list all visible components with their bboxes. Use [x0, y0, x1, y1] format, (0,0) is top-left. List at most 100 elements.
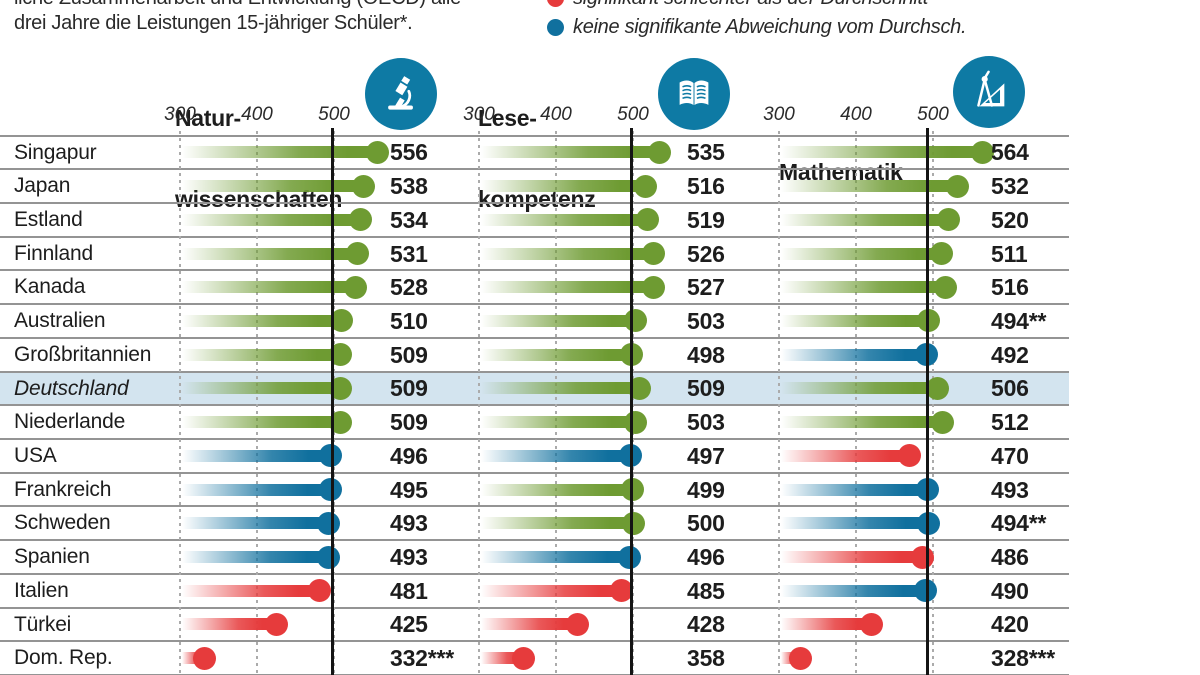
score-value: 425 [390, 611, 428, 638]
score-dot [317, 545, 341, 569]
score-dot [330, 309, 354, 333]
score-bar [481, 314, 636, 327]
score-bar [481, 483, 633, 496]
score-bar [481, 247, 654, 260]
score-value: 512 [991, 409, 1029, 436]
axis-tick-label: 500 [917, 104, 949, 125]
score-dot [566, 612, 590, 636]
row-separator [0, 134, 1069, 137]
score-bar [182, 416, 341, 429]
score-value: 420 [991, 611, 1029, 638]
score-dot [319, 444, 343, 468]
score-bar [481, 281, 654, 294]
gridline-dashed [179, 131, 181, 675]
score-value: 528 [390, 274, 428, 301]
score-bar [182, 483, 331, 496]
score-value: 499 [687, 476, 725, 503]
score-dot [621, 511, 645, 535]
score-bar [481, 213, 648, 226]
score-dot [789, 646, 813, 670]
score-dot [344, 275, 368, 299]
score-value: 531 [390, 240, 428, 267]
score-dot [946, 174, 970, 198]
average-line [331, 128, 334, 675]
score-dot [329, 343, 353, 367]
score-value: 498 [687, 341, 725, 368]
country-label: Finnland [14, 241, 93, 265]
legend-dot-blue [547, 19, 564, 36]
score-dot [930, 410, 954, 434]
axis-tick-label: 400 [540, 104, 572, 125]
score-bar [182, 348, 341, 361]
score-value: 509 [390, 375, 428, 402]
score-dot [633, 174, 657, 198]
score-bar [182, 281, 356, 294]
score-value: 527 [687, 274, 725, 301]
axis-tick-label: 500 [318, 104, 350, 125]
gridline-dashed [855, 131, 857, 675]
score-dot [317, 511, 341, 535]
score-value: 486 [991, 544, 1029, 570]
country-label: Japan [14, 174, 71, 198]
microscope-icon [365, 58, 437, 130]
score-dot [365, 140, 389, 164]
row-separator [0, 235, 1069, 238]
score-dot [618, 545, 642, 569]
row-separator [0, 640, 1069, 643]
country-label: Deutschland [14, 376, 129, 400]
score-bar [781, 416, 943, 429]
score-bar [182, 180, 364, 193]
score-value: 535 [687, 139, 725, 166]
legend-dot-red [547, 0, 564, 7]
score-value: 485 [687, 577, 725, 604]
gridline-dashed [256, 131, 258, 675]
score-bar [182, 382, 341, 395]
score-bar [182, 551, 329, 563]
country-label: USA [14, 443, 57, 467]
score-dot [929, 242, 953, 266]
score-dot [512, 646, 536, 670]
row-separator [0, 303, 1069, 306]
score-dot [318, 478, 342, 502]
score-value: 510 [390, 307, 428, 334]
score-bar [781, 382, 938, 395]
country-label: Niederlande [14, 410, 126, 434]
country-label: Türkei [14, 612, 72, 636]
country-label: Dom. Rep. [14, 646, 113, 670]
score-value: 509 [390, 341, 428, 368]
score-bar [781, 449, 910, 462]
row-separator [0, 539, 1069, 542]
score-value: 494** [991, 510, 1047, 537]
score-bar [781, 314, 929, 327]
score-bar [481, 618, 578, 631]
score-value: 538 [390, 173, 428, 200]
row-separator [0, 606, 1069, 609]
score-value: 493 [390, 544, 428, 570]
panel-title-lesekompetenz: Lese- kompetenz [478, 51, 596, 267]
score-bar [182, 247, 358, 260]
score-dot [623, 309, 647, 333]
gridline-dashed [555, 131, 557, 675]
score-bar [781, 618, 872, 631]
score-dot [913, 579, 937, 603]
row-separator [0, 201, 1069, 204]
score-dot [648, 140, 672, 164]
score-bar [182, 213, 361, 226]
country-label: Frankreich [14, 477, 112, 501]
score-value: 516 [991, 274, 1029, 301]
axis-tick-label: 400 [241, 104, 273, 125]
country-label: Schweden [14, 511, 111, 535]
score-bar [481, 146, 660, 159]
score-bar [781, 180, 958, 193]
gridline-dashed [478, 131, 480, 675]
score-dot [642, 275, 666, 299]
score-bar [781, 247, 942, 260]
panel-title-line: Natur- [175, 105, 241, 131]
score-value: 511 [991, 240, 1028, 267]
score-value: 509 [390, 409, 428, 436]
score-bar [781, 551, 923, 563]
legend-label-worse: signifikant schlechter als der Durchschn… [573, 0, 928, 10]
score-dot [898, 444, 922, 468]
gridline-dashed [632, 131, 634, 675]
